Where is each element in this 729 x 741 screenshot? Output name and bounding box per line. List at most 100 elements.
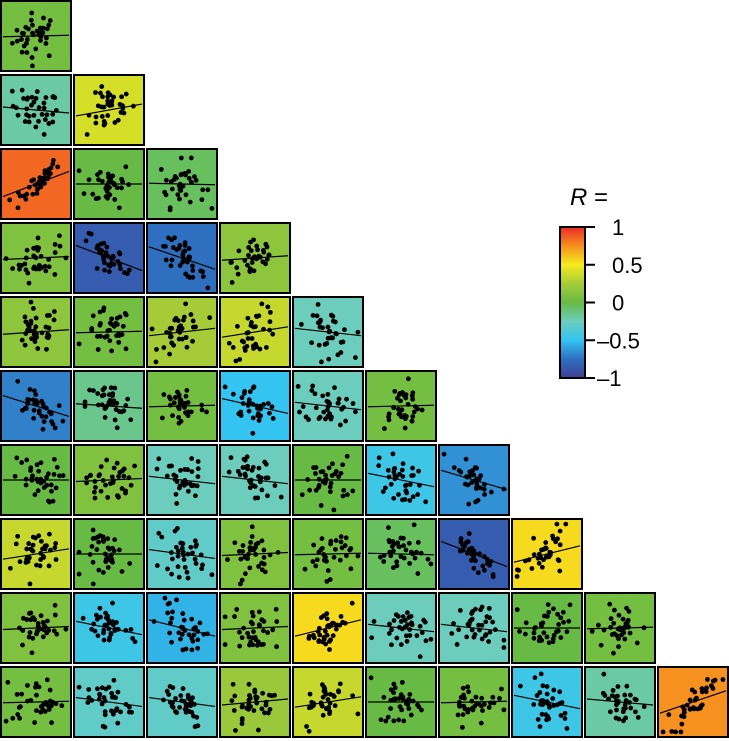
- data-point: [536, 560, 542, 566]
- data-point: [480, 563, 486, 569]
- scatter-cell: [292, 370, 364, 442]
- data-point: [567, 602, 573, 608]
- data-point: [52, 456, 57, 462]
- data-point: [173, 474, 179, 479]
- data-point: [29, 650, 35, 656]
- data-point: [546, 609, 552, 615]
- data-point: [673, 729, 679, 735]
- data-point: [63, 626, 69, 632]
- data-point: [469, 616, 475, 622]
- data-point: [50, 111, 56, 117]
- data-point: [390, 451, 396, 457]
- data-point: [537, 724, 543, 730]
- data-point: [195, 459, 201, 464]
- data-point: [473, 694, 479, 700]
- data-point: [392, 466, 398, 471]
- data-point: [387, 621, 392, 627]
- data-point: [100, 570, 106, 575]
- data-point: [454, 642, 460, 647]
- data-point: [246, 244, 252, 250]
- data-point: [93, 196, 99, 202]
- data-point: [327, 484, 333, 490]
- data-point: [45, 471, 51, 477]
- data-point: [34, 28, 40, 34]
- data-point: [461, 703, 467, 709]
- data-point: [195, 466, 201, 472]
- data-point: [425, 556, 431, 562]
- data-point: [205, 285, 211, 291]
- data-point: [632, 696, 638, 702]
- data-point: [483, 632, 489, 638]
- regression-line: [294, 327, 362, 337]
- data-point: [105, 565, 111, 570]
- data-point: [90, 527, 96, 533]
- data-point: [315, 302, 321, 307]
- data-point: [402, 425, 408, 431]
- data-point: [546, 702, 552, 708]
- data-point: [116, 474, 122, 479]
- data-point: [615, 626, 621, 632]
- data-point: [259, 487, 265, 493]
- data-point: [324, 578, 330, 584]
- data-point: [414, 633, 420, 639]
- data-point: [333, 538, 339, 543]
- data-point: [327, 489, 333, 495]
- data-point: [274, 644, 279, 650]
- data-point: [50, 94, 56, 99]
- data-point: [234, 607, 240, 612]
- regression-line: [294, 401, 362, 411]
- data-point: [92, 489, 97, 495]
- data-point: [26, 113, 32, 119]
- data-point: [391, 469, 397, 475]
- data-point: [92, 628, 98, 634]
- scatter-cell: [73, 666, 145, 738]
- data-point: [554, 629, 559, 635]
- data-point: [170, 245, 176, 250]
- data-point: [544, 684, 550, 689]
- scatter-cell: [365, 518, 437, 590]
- data-point: [114, 425, 120, 431]
- data-point: [104, 333, 110, 339]
- data-point: [205, 187, 211, 193]
- data-point: [35, 187, 40, 192]
- data-point: [254, 243, 260, 249]
- data-point: [106, 400, 112, 405]
- data-point: [89, 326, 95, 331]
- data-point: [182, 248, 188, 254]
- data-point: [396, 717, 402, 723]
- data-point: [467, 469, 473, 475]
- data-point: [324, 407, 330, 413]
- colorbar-tick-label: –1: [597, 366, 621, 391]
- scatter-cell: [146, 296, 218, 368]
- regression-line: [2, 395, 70, 417]
- data-point: [112, 385, 118, 391]
- data-point: [60, 418, 66, 424]
- data-point: [410, 494, 416, 500]
- data-point: [497, 696, 502, 701]
- data-point: [261, 249, 267, 255]
- data-point: [404, 610, 410, 616]
- data-point: [327, 647, 332, 652]
- data-point: [28, 17, 34, 23]
- data-point: [21, 43, 27, 49]
- data-point: [238, 556, 244, 562]
- data-point: [84, 480, 90, 486]
- data-point: [54, 631, 60, 637]
- data-point: [324, 341, 330, 346]
- data-point: [109, 321, 114, 327]
- data-point: [38, 557, 44, 562]
- data-point: [190, 268, 196, 273]
- data-point: [245, 556, 250, 562]
- data-point: [96, 567, 102, 573]
- data-point: [400, 696, 406, 702]
- data-point: [22, 119, 28, 124]
- data-point: [557, 568, 563, 574]
- data-point: [245, 315, 251, 321]
- data-point: [328, 335, 334, 341]
- data-point: [388, 706, 393, 711]
- data-point: [175, 553, 181, 559]
- data-point: [531, 535, 537, 541]
- data-point: [566, 618, 572, 624]
- data-point: [319, 682, 325, 688]
- data-point: [50, 498, 56, 504]
